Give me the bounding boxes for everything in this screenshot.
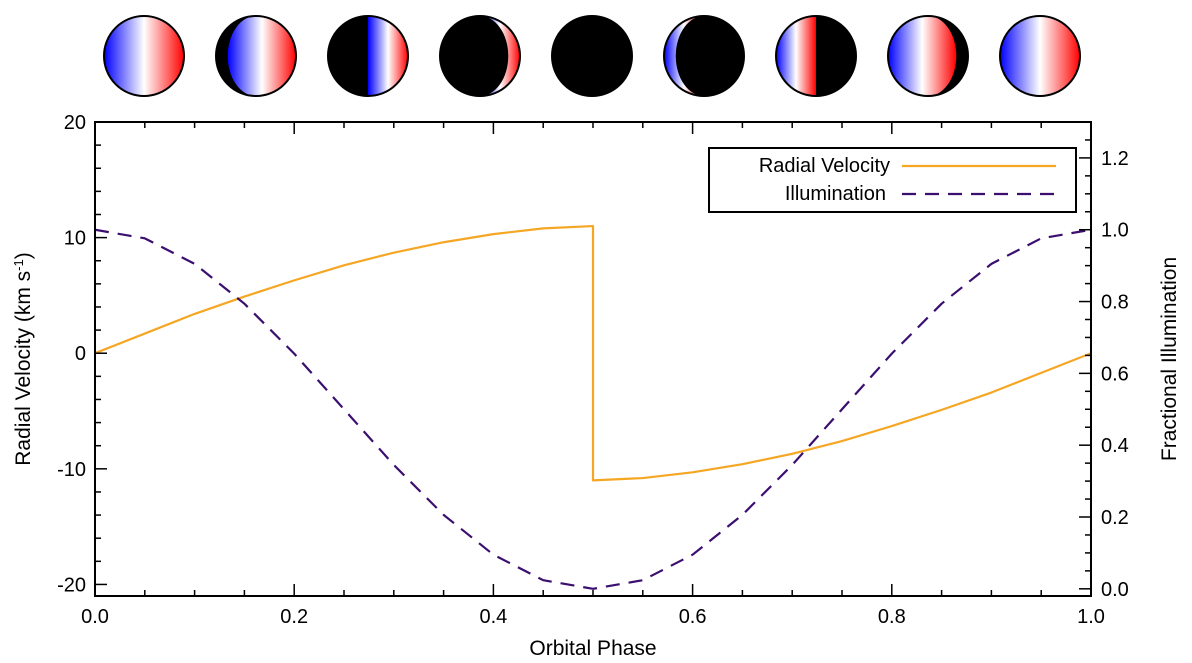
planet-outline bbox=[775, 15, 857, 97]
y-tick-label: 0 bbox=[75, 343, 86, 365]
planet-lit-region bbox=[480, 16, 520, 96]
planet-lit-region bbox=[104, 16, 184, 96]
phase-icon bbox=[327, 15, 409, 97]
series-line-radial-velocity bbox=[95, 224, 1091, 482]
x-tick-label: 0.4 bbox=[479, 606, 507, 628]
planet-outline bbox=[551, 15, 633, 97]
phase-icon bbox=[999, 15, 1081, 97]
legend-label-illumination: Illumination bbox=[785, 183, 886, 205]
x-tick-label: 0.6 bbox=[679, 606, 707, 628]
planet-lit-region bbox=[664, 16, 704, 96]
planet-outline bbox=[327, 15, 409, 97]
legend-box bbox=[708, 147, 1077, 213]
planet-disk bbox=[664, 16, 744, 96]
y2-axis-title: Fractional Illumination bbox=[1158, 257, 1181, 461]
planet-phase-icons bbox=[103, 15, 1081, 97]
y2-tick-label: 1.0 bbox=[1101, 220, 1129, 242]
planet-outline bbox=[439, 15, 521, 97]
planet-lit-region bbox=[888, 16, 957, 96]
phase-icon bbox=[215, 15, 297, 97]
y-tick-label: 20 bbox=[64, 112, 86, 134]
phase-icon bbox=[551, 15, 633, 97]
y2-tick-label: 0.8 bbox=[1101, 292, 1129, 314]
planet-lit-region bbox=[227, 16, 296, 96]
x-tick-label: 1.0 bbox=[1077, 606, 1105, 628]
phase-icon bbox=[103, 15, 185, 97]
legend-label-radial-velocity: Radial Velocity bbox=[759, 155, 890, 177]
phase-icon bbox=[887, 15, 969, 97]
planet-lit-region bbox=[1000, 16, 1080, 96]
planet-outline bbox=[887, 15, 969, 97]
x-tick-label: 0.2 bbox=[280, 606, 308, 628]
planet-disk bbox=[440, 16, 520, 96]
x-tick-label: 0.0 bbox=[81, 606, 109, 628]
y2-tick-label: 0.6 bbox=[1101, 363, 1129, 385]
y-tick-label: -20 bbox=[57, 574, 86, 596]
planet-lit-region bbox=[776, 16, 816, 96]
legend: Radial Velocity Illumination bbox=[708, 147, 1077, 213]
planet-disk bbox=[552, 16, 632, 96]
planet-outline bbox=[215, 15, 297, 97]
phase-icon bbox=[775, 15, 857, 97]
y2-tick-label: 0.4 bbox=[1101, 435, 1129, 457]
y-tick-label: -10 bbox=[57, 459, 86, 481]
series-line-illumination bbox=[95, 228, 1091, 590]
planet-outline bbox=[999, 15, 1081, 97]
planet-lit-region bbox=[368, 16, 408, 96]
planet-outline bbox=[103, 15, 185, 97]
x-tick-label: 0.8 bbox=[878, 606, 906, 628]
phase-icon bbox=[439, 15, 521, 97]
y2-tick-label: 0.0 bbox=[1101, 579, 1129, 601]
x-axis-title: Orbital Phase bbox=[529, 637, 656, 660]
y2-tick-label: 1.2 bbox=[1101, 148, 1129, 170]
y-tick-label: 10 bbox=[64, 228, 86, 250]
phase-icon bbox=[663, 15, 745, 97]
y2-tick-label: 0.2 bbox=[1101, 507, 1129, 529]
y-axis-title: Radial Velocity (km s-1) bbox=[11, 252, 36, 465]
planet-outline bbox=[663, 15, 745, 97]
